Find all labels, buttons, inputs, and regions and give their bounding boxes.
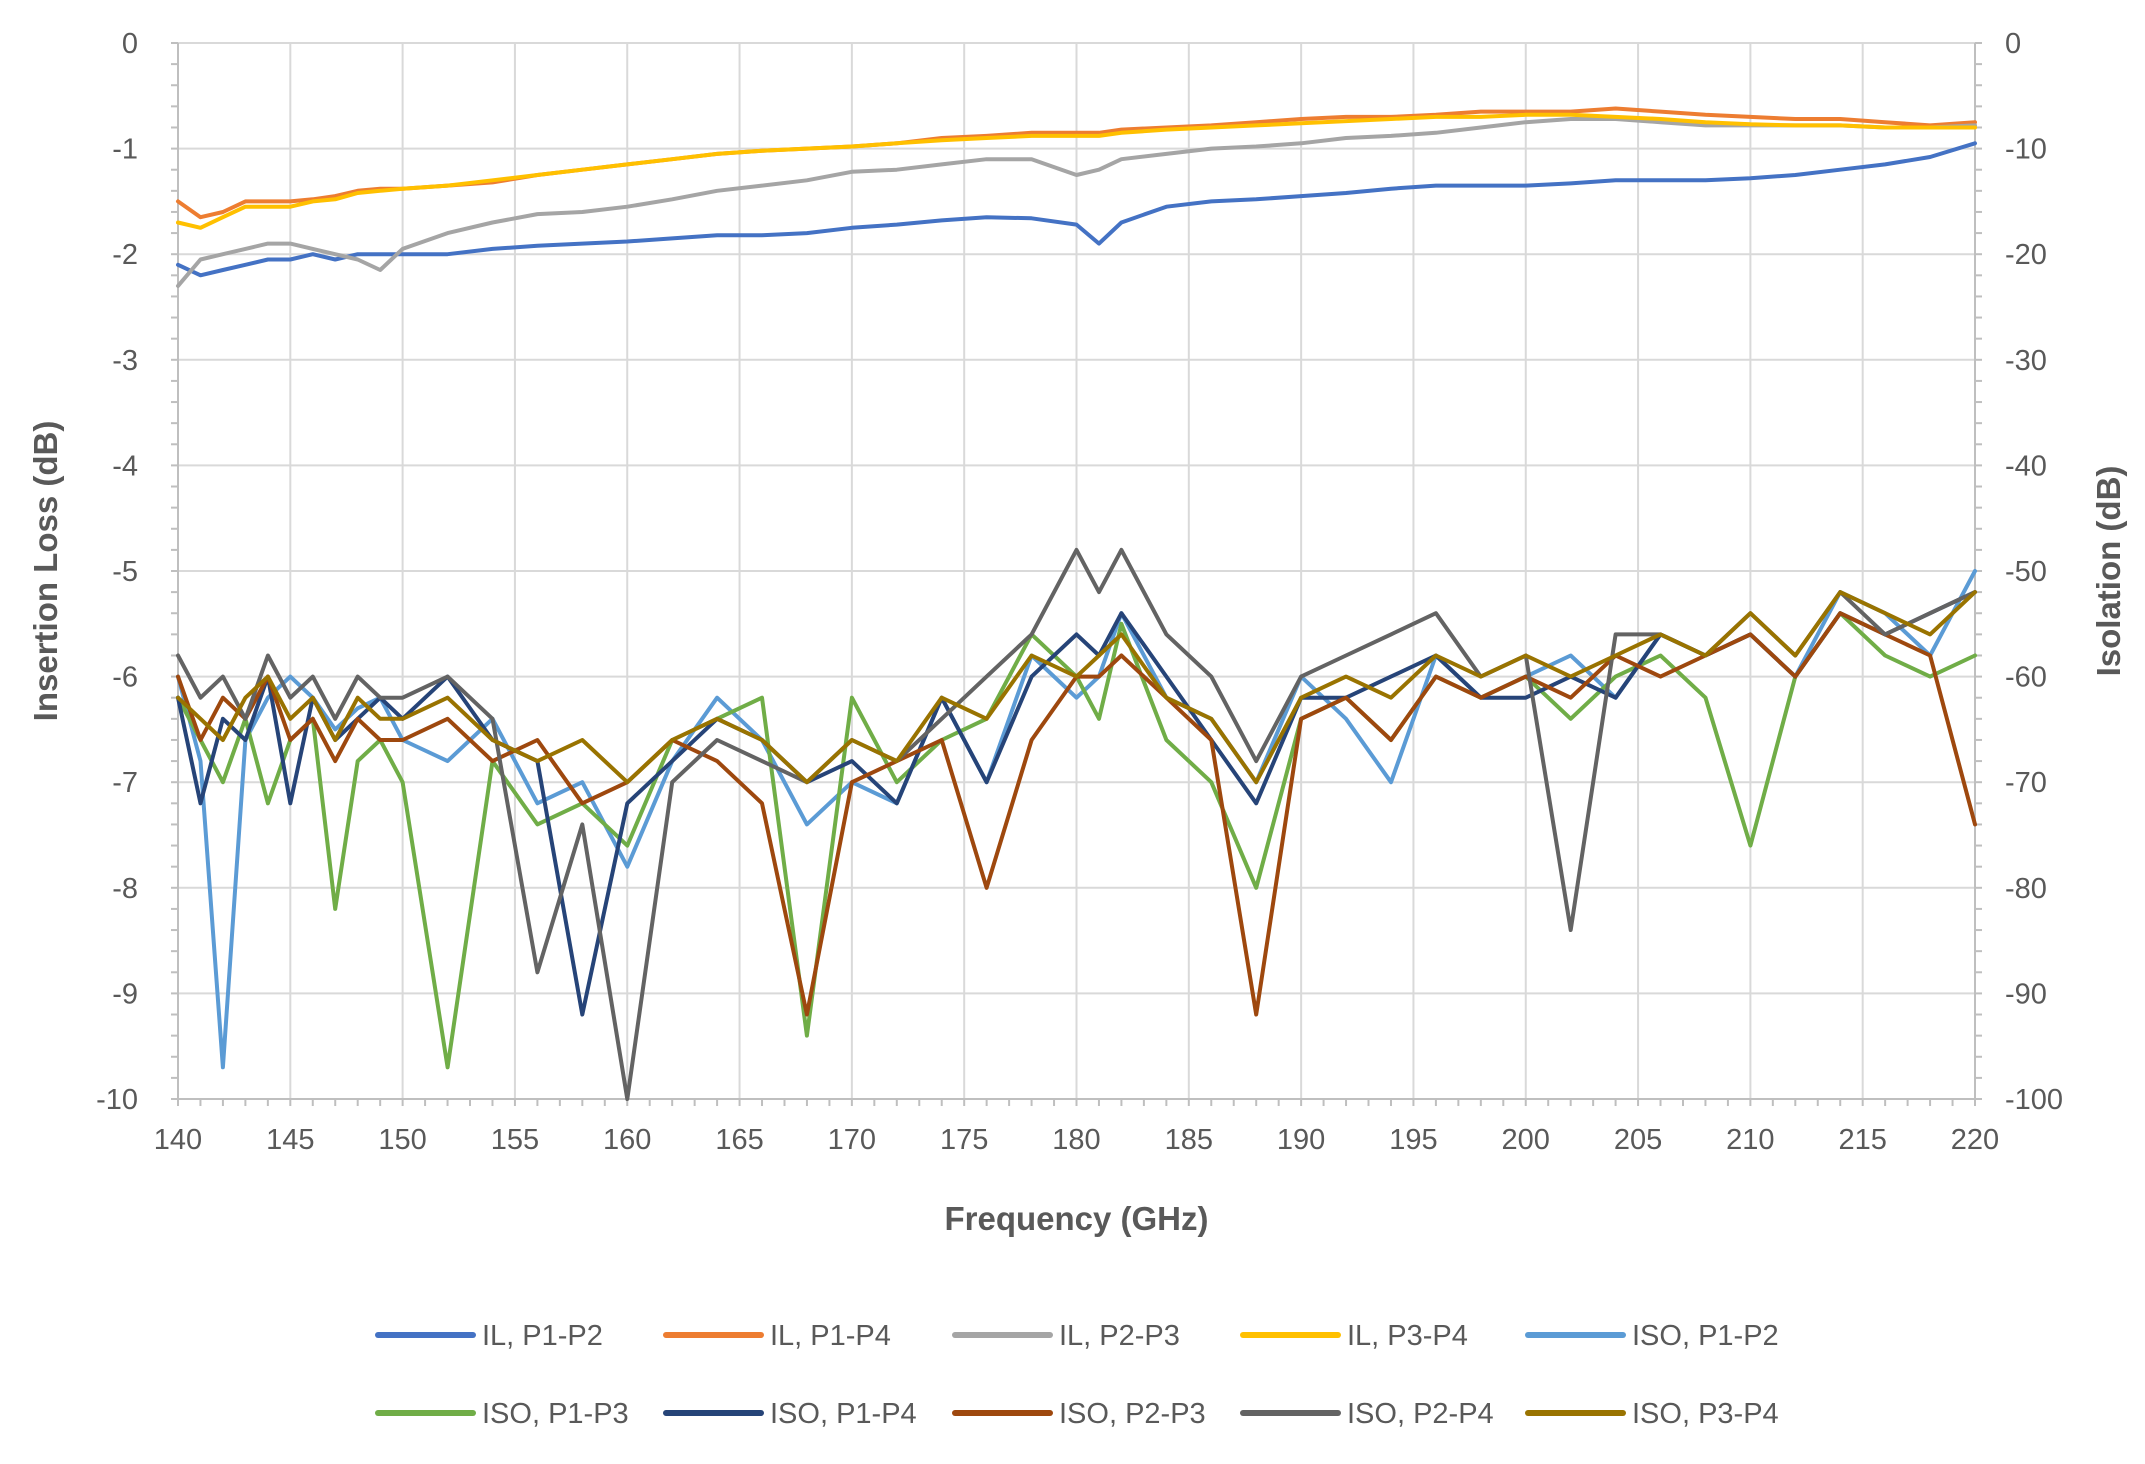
y-tick-label-right: -70 — [2005, 767, 2047, 799]
x-tick-label: 140 — [154, 1124, 202, 1156]
legend-label-il-p1-p4: IL, P1-P4 — [770, 1320, 891, 1352]
y-tick-label-right: -80 — [2005, 873, 2047, 905]
y-tick-label-right: -20 — [2005, 239, 2047, 271]
x-tick-label: 180 — [1052, 1124, 1100, 1156]
legend-label-il-p1-p2: IL, P1-P2 — [482, 1320, 603, 1352]
y-axis-title-left: Insertion Loss (dB) — [27, 421, 64, 722]
y-tick-label-right: -10 — [2005, 134, 2047, 166]
series-line-iso-p3-p4 — [176, 590, 1977, 785]
y-tick-label-right: -100 — [2005, 1084, 2063, 1116]
y-tick-label-right: -30 — [2005, 345, 2047, 377]
legend-label-iso-p2-p3: ISO, P2-P3 — [1059, 1398, 1206, 1430]
tick-labels: 140 145 150 155 160 165 170 175 180 185 190 195 200 2… — [96, 28, 2063, 1156]
x-tick-label: 160 — [603, 1124, 651, 1156]
legend: IL, P1-P2 IL, P1-P4 IL, P2-P3 IL, P3-P4 ISO,… — [375, 1320, 1779, 1430]
y-tick-label-right: -40 — [2005, 450, 2047, 482]
x-tick-label: 150 — [378, 1124, 426, 1156]
y-tick-label-left: -6 — [112, 662, 138, 694]
y-tick-label-left: 0 — [122, 28, 138, 60]
y-tick-label-right: 0 — [2005, 28, 2021, 60]
series-group — [176, 106, 1977, 1101]
y-tick-label-left: -2 — [112, 239, 138, 271]
x-tick-label: 205 — [1614, 1124, 1662, 1156]
y-tick-label-left: -3 — [112, 345, 138, 377]
x-axis-title: Frequency (GHz) — [944, 1200, 1208, 1237]
x-tick-label: 165 — [715, 1124, 763, 1156]
x-tick-label: 210 — [1726, 1124, 1774, 1156]
x-tick-label: 145 — [266, 1124, 314, 1156]
x-tick-label: 170 — [828, 1124, 876, 1156]
legend-label-iso-p1-p2: ISO, P1-P2 — [1632, 1320, 1779, 1352]
y-tick-label-left: -1 — [112, 134, 138, 166]
y-tick-label-left: -7 — [112, 767, 138, 799]
legend-label-iso-p2-p4: ISO, P2-P4 — [1347, 1398, 1494, 1430]
x-tick-label: 190 — [1277, 1124, 1325, 1156]
y-tick-label-right: -60 — [2005, 662, 2047, 694]
x-tick-label: 185 — [1165, 1124, 1213, 1156]
x-tick-label: 175 — [940, 1124, 988, 1156]
y-tick-label-left: -10 — [96, 1084, 138, 1116]
series-line-iso-p2-p4 — [176, 547, 1977, 1101]
x-tick-label: 215 — [1838, 1124, 1886, 1156]
y-tick-label-left: -8 — [112, 873, 138, 905]
y-tick-label-left: -5 — [112, 556, 138, 588]
series-line-il-p2-p3 — [176, 117, 1977, 288]
legend-label-iso-p1-p4: ISO, P1-P4 — [770, 1398, 917, 1430]
legend-label-iso-p1-p3: ISO, P1-P3 — [482, 1398, 629, 1430]
x-tick-label: 155 — [491, 1124, 539, 1156]
legend-label-iso-p3-p4: ISO, P3-P4 — [1632, 1398, 1779, 1430]
x-tick-label: 200 — [1502, 1124, 1550, 1156]
y-tick-label-right: -90 — [2005, 978, 2047, 1010]
series-line-il-p3-p4 — [176, 112, 1977, 230]
legend-label-il-p3-p4: IL, P3-P4 — [1347, 1320, 1468, 1352]
x-tick-label: 220 — [1951, 1124, 1999, 1156]
y-tick-label-right: -50 — [2005, 556, 2047, 588]
y-axis-title-right: Isolation (dB) — [2090, 466, 2127, 677]
y-tick-label-left: -4 — [112, 450, 138, 482]
series-line-il-p1-p4 — [176, 106, 1977, 220]
series-line-iso-p1-p4 — [176, 590, 1977, 1017]
y-tick-label-left: -9 — [112, 978, 138, 1010]
series-line-iso-p2-p3 — [176, 611, 1977, 1017]
legend-label-il-p2-p3: IL, P2-P3 — [1059, 1320, 1180, 1352]
x-tick-label: 195 — [1389, 1124, 1437, 1156]
